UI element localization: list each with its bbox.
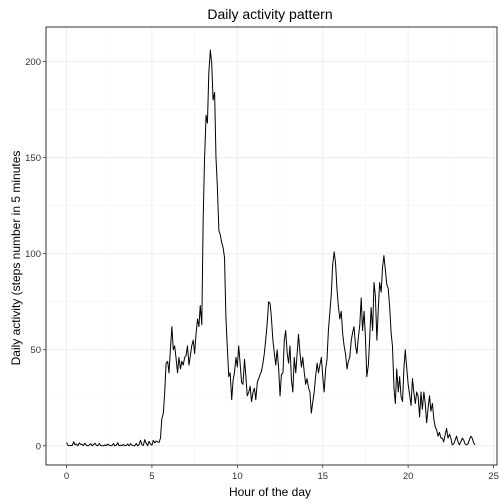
x-tick-label: 15 — [317, 471, 328, 482]
y-tick-label: 150 — [25, 153, 41, 164]
series-layer — [66, 49, 476, 447]
chart-title: Daily activity pattern — [207, 6, 332, 22]
y-axis-title: Daily activity (steps number in 5 minute… — [9, 151, 23, 366]
x-tick-label: 20 — [403, 471, 414, 482]
y-tick-label: 100 — [25, 249, 41, 260]
y-tick-label: 50 — [30, 345, 41, 356]
x-tick-label: 10 — [232, 471, 243, 482]
x-tick-label: 5 — [149, 471, 154, 482]
y-tick-label: 200 — [25, 57, 41, 68]
x-tick-label: 0 — [64, 471, 69, 482]
grid — [46, 27, 497, 465]
x-axis-title: Hour of the day — [229, 485, 311, 499]
panel-border — [45, 26, 498, 466]
series-line — [66, 49, 476, 447]
x-tick-label: 25 — [488, 471, 499, 482]
y-tick-label: 0 — [36, 441, 41, 452]
axes: 0 5 10 15 20 25 0 50 100 150 200 — [25, 57, 499, 482]
